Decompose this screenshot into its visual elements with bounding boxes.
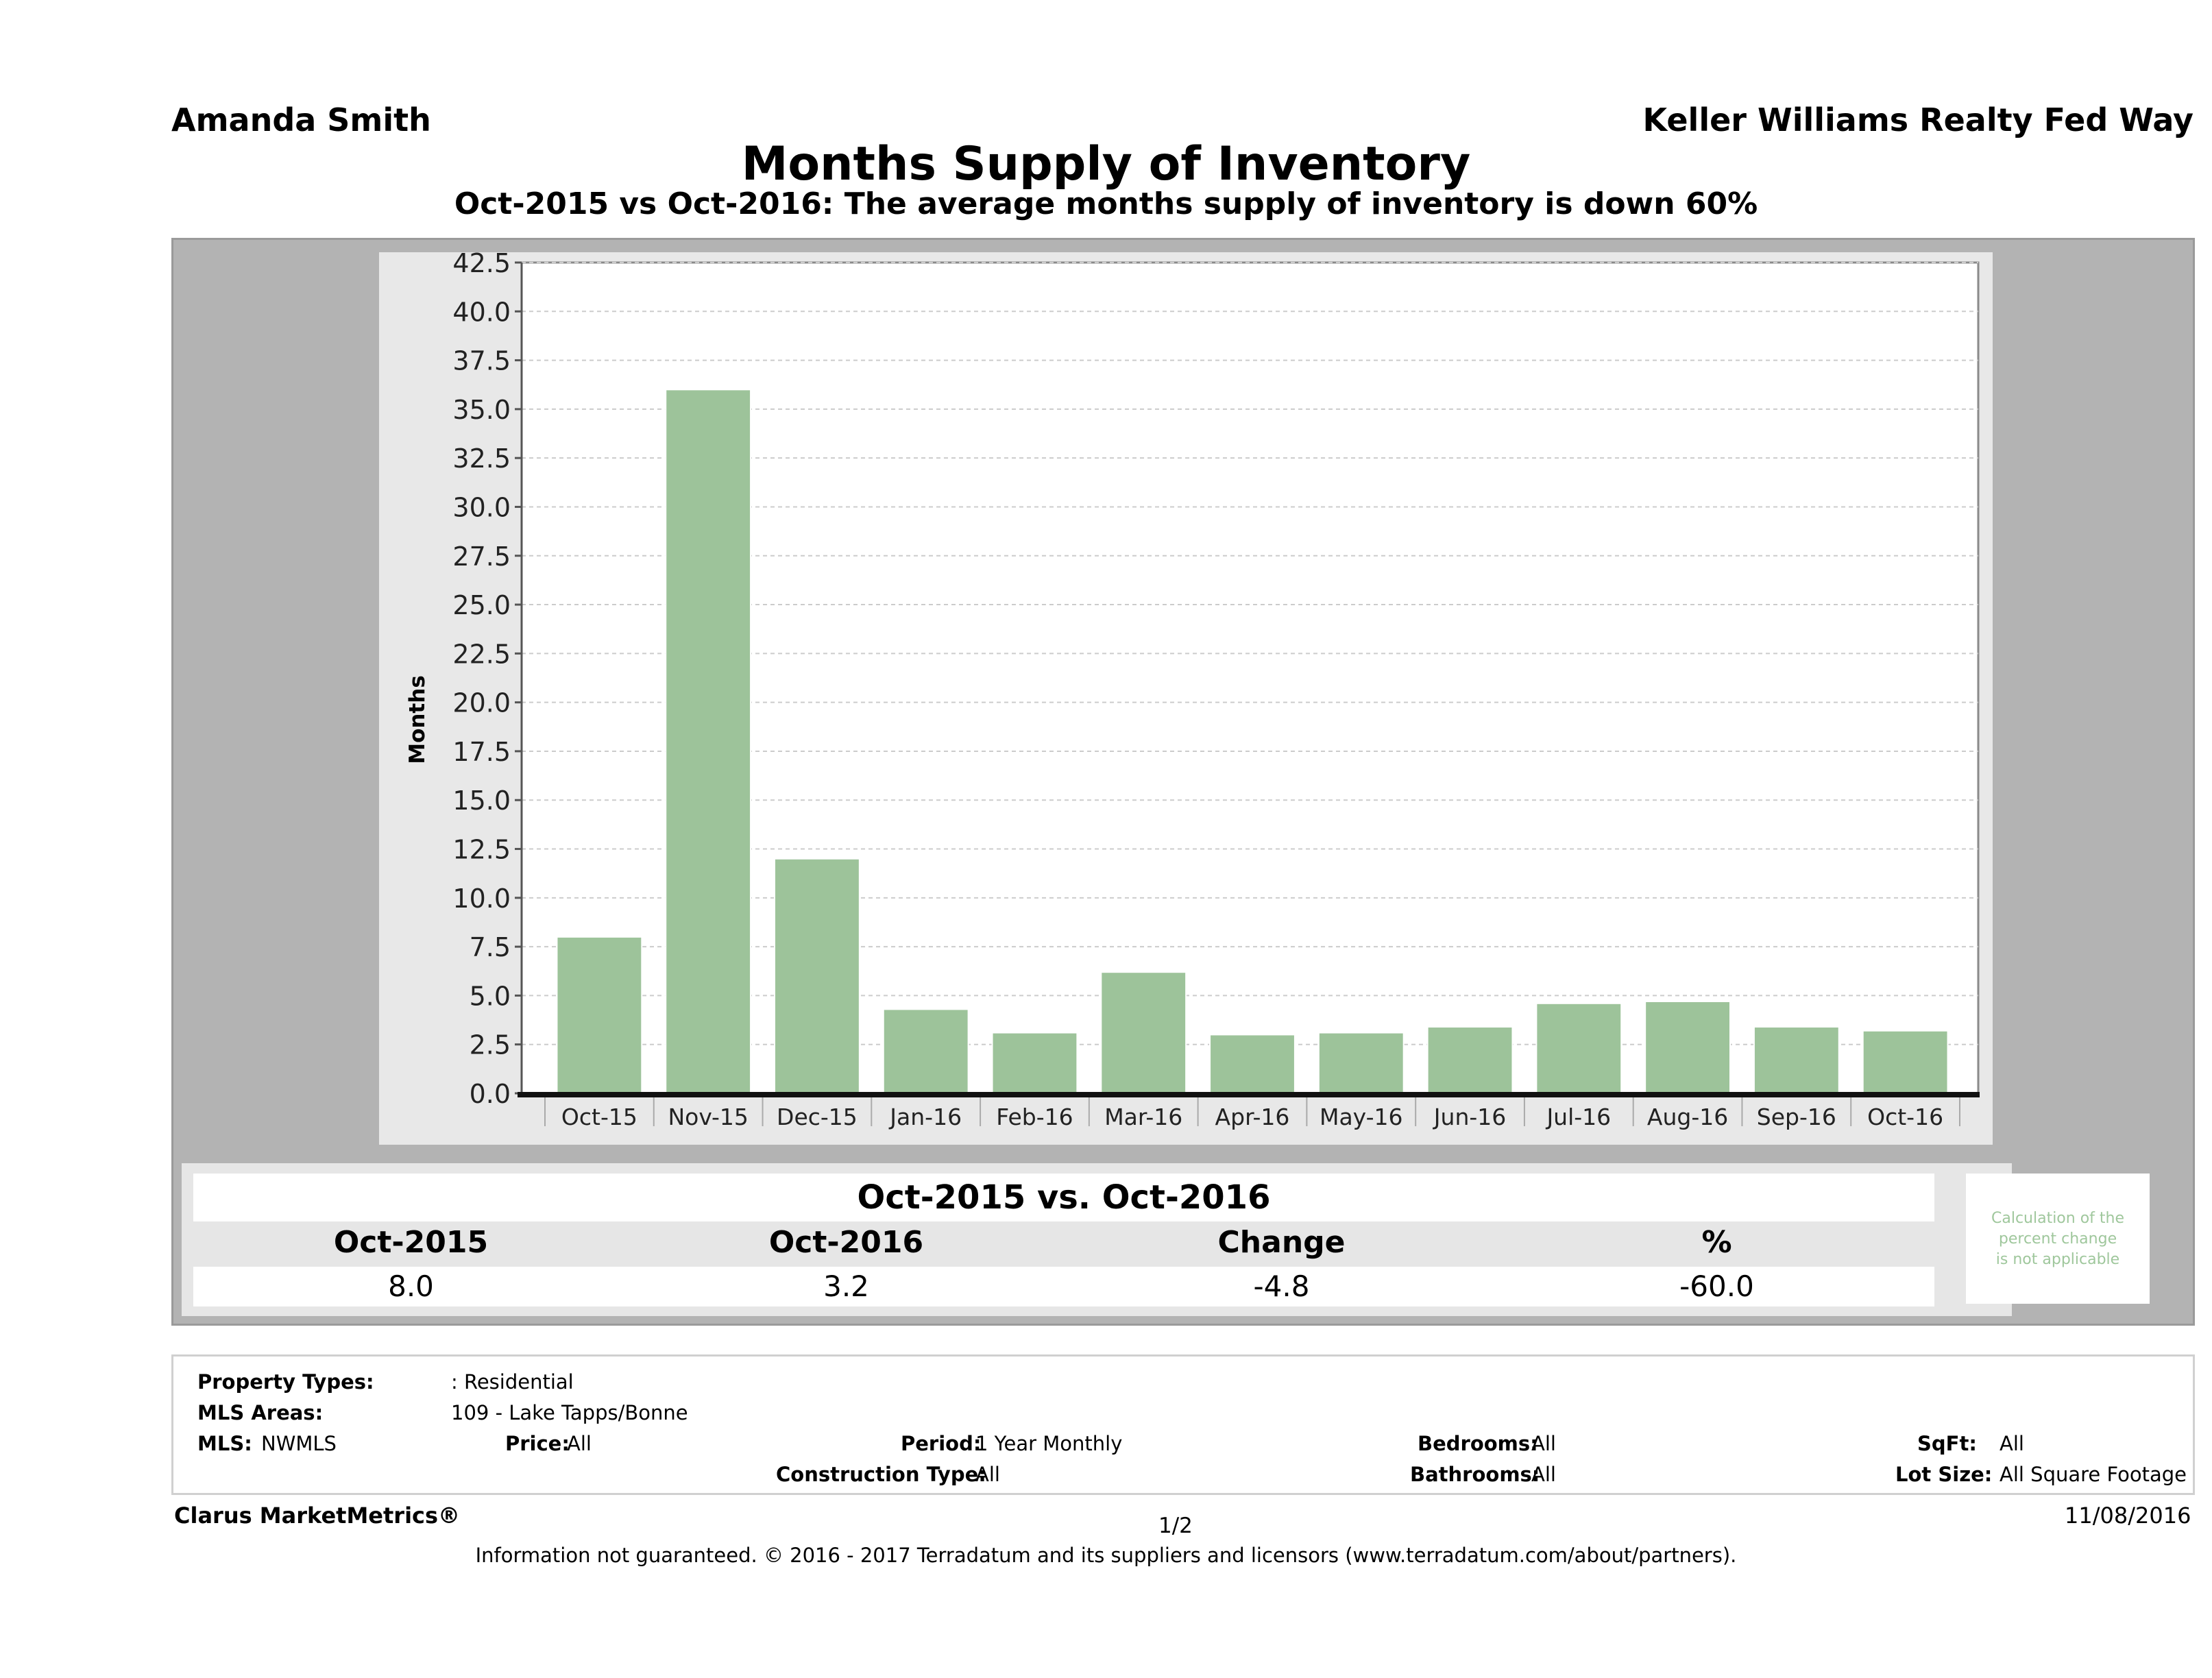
- y-tick-label: 5.0: [470, 981, 511, 1011]
- bedrooms-label: Bedrooms:: [1418, 1432, 1538, 1455]
- x-tick-label: Jul-16: [1545, 1104, 1611, 1130]
- sqft-label: SqFt:: [1917, 1432, 1977, 1455]
- percent-change-note: Calculation of the percent change is not…: [1966, 1208, 2150, 1270]
- note-line-2: percent change: [1998, 1230, 2117, 1248]
- y-tick-label: 37.5: [452, 346, 511, 376]
- x-tick-label: Nov-15: [668, 1104, 748, 1130]
- y-tick-label: 40.0: [452, 297, 511, 327]
- mls-areas-label: MLS Areas:: [197, 1401, 324, 1424]
- mls-label: MLS:: [197, 1432, 252, 1455]
- y-tick-label: 27.5: [452, 542, 511, 572]
- stats-val-oct2016: 3.2: [823, 1269, 869, 1303]
- bar-aug-16: [1644, 1000, 1731, 1094]
- x-tick-label: Mar-16: [1104, 1104, 1182, 1130]
- report-title: Months Supply of Inventory: [741, 137, 1471, 191]
- bar-sep-16: [1753, 1026, 1840, 1095]
- price-value: All: [567, 1432, 592, 1455]
- plot-area: [520, 261, 1980, 1095]
- stats-heading: Oct-2015 vs. Oct-2016: [193, 1174, 1934, 1221]
- stats-col-percent: %: [1701, 1225, 1732, 1260]
- company-name: Keller Williams Realty Fed Way: [1642, 101, 2193, 138]
- x-tick-label: Feb-16: [996, 1104, 1073, 1130]
- y-tick-label: 7.5: [470, 932, 511, 962]
- stats-val-oct2015: 8.0: [388, 1269, 434, 1303]
- property-types-label: Property Types:: [197, 1370, 374, 1394]
- bedrooms-value: All: [1531, 1432, 1556, 1455]
- note-line-3: is not applicable: [1995, 1251, 2120, 1268]
- y-axis-label: Months: [405, 675, 430, 764]
- stats-col-change: Change: [1217, 1225, 1346, 1260]
- stats-val-percent: -60.0: [1679, 1269, 1754, 1303]
- y-tick-label: 25.0: [452, 590, 511, 620]
- y-tick-label: 10.0: [452, 884, 511, 914]
- stats-col-oct2016: Oct-2016: [768, 1225, 924, 1260]
- sqft-value: All: [2000, 1432, 2024, 1455]
- lot-size-label: Lot Size:: [1895, 1463, 1993, 1486]
- bar-nov-15: [665, 389, 752, 1094]
- stats-header-row: Oct-2015 Oct-2016 Change %: [193, 1223, 1934, 1263]
- bar-dec-15: [774, 858, 860, 1094]
- y-tick-label: 42.5: [452, 252, 511, 278]
- x-tick-label: Aug-16: [1647, 1104, 1728, 1130]
- note-box: [1966, 1174, 2150, 1304]
- x-tick-label: Dec-15: [777, 1104, 858, 1130]
- page-number: 1/2: [1158, 1513, 1193, 1538]
- x-tick-label: Apr-16: [1215, 1104, 1290, 1130]
- mls-areas-value: 109 - Lake Tapps/Bonne: [451, 1401, 688, 1424]
- x-tick-label: Oct-16: [1867, 1104, 1943, 1130]
- report-subtitle: Oct-2015 vs Oct-2016: The average months…: [454, 186, 1758, 221]
- brand-name: Clarus MarketMetrics®: [174, 1503, 461, 1529]
- bar-jul-16: [1535, 1002, 1622, 1095]
- period-value: 1 Year Monthly: [975, 1432, 1123, 1455]
- y-tick-label: 2.5: [470, 1030, 511, 1060]
- property-types-value: : Residential: [451, 1370, 574, 1394]
- x-tick-label: Jan-16: [888, 1104, 962, 1130]
- y-tick-label: 35.0: [452, 395, 511, 425]
- note-line-1: Calculation of the: [1991, 1210, 2125, 1227]
- stats-value-row: 8.0 3.2 -4.8 -60.0: [193, 1267, 1934, 1306]
- lot-size-value: All Square Footage: [2000, 1463, 2187, 1486]
- bar-feb-16: [991, 1032, 1078, 1095]
- x-tick-label: Jun-16: [1433, 1104, 1506, 1130]
- mls-value: NWMLS: [261, 1432, 337, 1455]
- report-date: 11/08/2016: [2065, 1503, 2191, 1529]
- price-label: Price:: [505, 1432, 570, 1455]
- bar-may-16: [1317, 1032, 1405, 1095]
- y-tick-label: 0.0: [470, 1079, 511, 1109]
- bar-oct-16: [1862, 1030, 1949, 1094]
- period-label: Period:: [901, 1432, 982, 1455]
- bar-chart: 0.0 2.5 5.0 7.5 10.0 12.5 15.0 17.5 20.0 22.5 25.0…: [405, 252, 1980, 1130]
- y-tick-label: 15.0: [452, 786, 511, 816]
- y-tick-label: 17.5: [452, 737, 511, 767]
- bathrooms-label: Bathrooms:: [1410, 1463, 1540, 1486]
- bar-mar-16: [1100, 971, 1187, 1094]
- construction-type-label: Construction Type:: [776, 1463, 986, 1486]
- y-tick-label: 32.5: [452, 443, 511, 474]
- bar-apr-16: [1209, 1034, 1296, 1094]
- construction-type-value: All: [975, 1463, 1000, 1486]
- x-tick-label: May-16: [1320, 1104, 1403, 1130]
- y-tick-label: 12.5: [452, 835, 511, 865]
- bar-jun-16: [1426, 1026, 1514, 1095]
- search-criteria: Property Types: : Residential MLS Areas:…: [171, 1354, 2195, 1495]
- disclaimer: Information not guaranteed. © 2016 - 201…: [475, 1544, 1737, 1567]
- stats-col-oct2015: Oct-2015: [333, 1225, 489, 1260]
- agent-name: Amanda Smith: [171, 101, 431, 138]
- x-tick-label: Sep-16: [1757, 1104, 1836, 1130]
- bar-jan-16: [882, 1008, 969, 1095]
- bathrooms-value: All: [1531, 1463, 1556, 1486]
- bar-oct-15: [556, 936, 643, 1094]
- y-tick-label: 20.0: [452, 688, 511, 718]
- x-tick-label: Oct-15: [561, 1104, 637, 1130]
- y-tick-label: 22.5: [452, 639, 511, 669]
- y-tick-label: 30.0: [452, 492, 511, 522]
- stats-val-change: -4.8: [1253, 1269, 1310, 1303]
